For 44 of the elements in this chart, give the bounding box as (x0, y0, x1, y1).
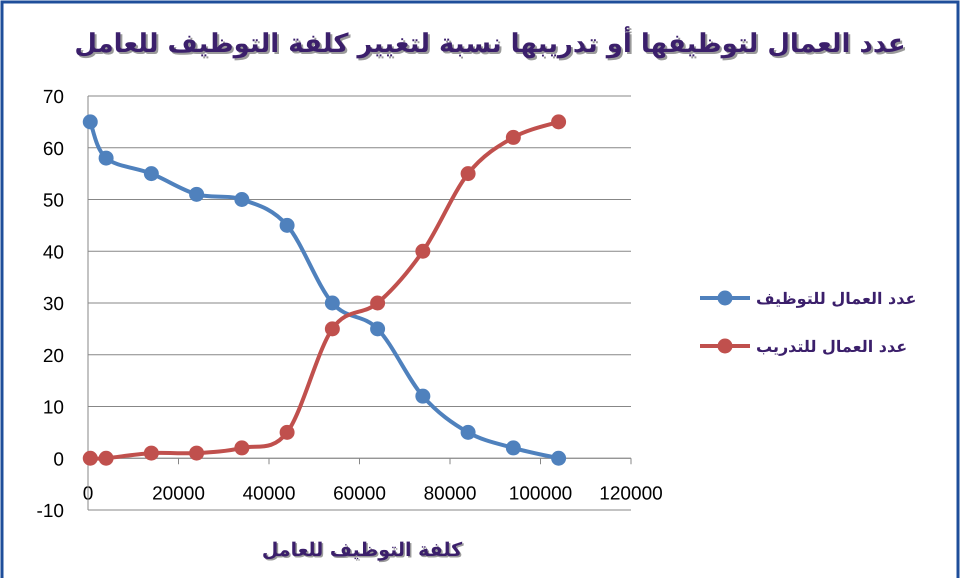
y-tick-label: 20 (42, 346, 64, 367)
point (98, 150, 114, 166)
x-tick-label: 80000 (424, 483, 476, 504)
x-tick-label: 40000 (242, 483, 296, 504)
point (551, 114, 566, 130)
point (324, 296, 340, 310)
point (370, 321, 386, 336)
chart-title: عدد العمال لتوظيفها أو تدريبها نسبة لتغيير كلفة التوظيف للعامل (76, 28, 908, 61)
point (506, 130, 521, 145)
y-tick-label: 40 (42, 242, 64, 264)
y-tick-label: 60 (42, 138, 64, 160)
point (144, 446, 159, 461)
y-tick-label: 50 (42, 190, 64, 212)
point (234, 440, 250, 456)
y-tick-label: 10 (42, 398, 64, 418)
y-tick-label: 70 (42, 87, 64, 108)
x-tick-label: 120000 (599, 483, 663, 504)
point (460, 424, 476, 440)
point (415, 388, 430, 404)
point (280, 218, 295, 233)
point (370, 296, 386, 310)
legend-label: عدد العمال للتوظيف (756, 289, 916, 308)
point (234, 192, 250, 207)
x-tick-label: 0 (82, 483, 94, 504)
point (506, 440, 521, 456)
point (189, 446, 204, 461)
x-tick-label: 20000 (152, 483, 205, 504)
point (82, 450, 98, 466)
point (144, 166, 159, 182)
point (189, 186, 204, 202)
point (98, 450, 114, 466)
x-tick-label: 60000 (333, 483, 386, 504)
x-tick-label: 100000 (508, 483, 572, 504)
point (82, 114, 98, 130)
point (280, 424, 295, 440)
y-tick-label: -10 (36, 501, 64, 522)
y-tick-label: 0 (53, 449, 64, 470)
point (460, 166, 476, 182)
point (551, 450, 566, 466)
legend-label: عدد العمال للتدريب (756, 337, 908, 356)
point (324, 321, 340, 336)
x-axis-title: كلفة التوظيف للعامل (262, 539, 464, 561)
y-tick-label: 30 (42, 294, 64, 315)
point (415, 244, 430, 259)
